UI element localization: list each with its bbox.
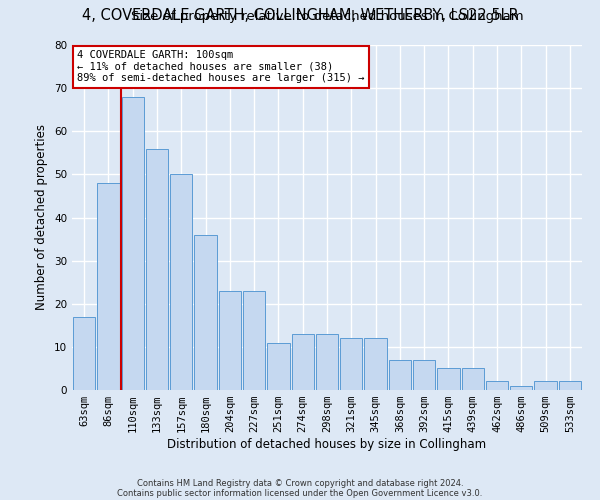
Text: Contains public sector information licensed under the Open Government Licence v3: Contains public sector information licen… (118, 488, 482, 498)
Bar (389, 360, 411, 390)
Bar (340, 338, 362, 390)
Bar (146, 148, 168, 390)
Bar (122, 97, 144, 390)
Bar (413, 360, 436, 390)
Bar (194, 235, 217, 390)
Title: Size of property relative to detached houses in Collingham: Size of property relative to detached ho… (131, 10, 523, 23)
Bar (316, 334, 338, 390)
Bar (97, 183, 119, 390)
Bar (218, 291, 241, 390)
Bar (535, 382, 557, 390)
Bar (559, 382, 581, 390)
Text: Contains HM Land Registry data © Crown copyright and database right 2024.: Contains HM Land Registry data © Crown c… (137, 478, 463, 488)
Bar (292, 334, 314, 390)
Text: 4 COVERDALE GARTH: 100sqm
← 11% of detached houses are smaller (38)
89% of semi-: 4 COVERDALE GARTH: 100sqm ← 11% of detac… (77, 50, 365, 84)
X-axis label: Distribution of detached houses by size in Collingham: Distribution of detached houses by size … (167, 438, 487, 451)
Bar (170, 174, 193, 390)
Y-axis label: Number of detached properties: Number of detached properties (35, 124, 49, 310)
Bar (461, 368, 484, 390)
Bar (510, 386, 532, 390)
Bar (73, 316, 95, 390)
Bar (267, 342, 290, 390)
Text: 4, COVERDALE GARTH, COLLINGHAM, WETHERBY, LS22 5LR: 4, COVERDALE GARTH, COLLINGHAM, WETHERBY… (82, 8, 518, 22)
Bar (243, 291, 265, 390)
Bar (437, 368, 460, 390)
Bar (486, 382, 508, 390)
Bar (364, 338, 387, 390)
